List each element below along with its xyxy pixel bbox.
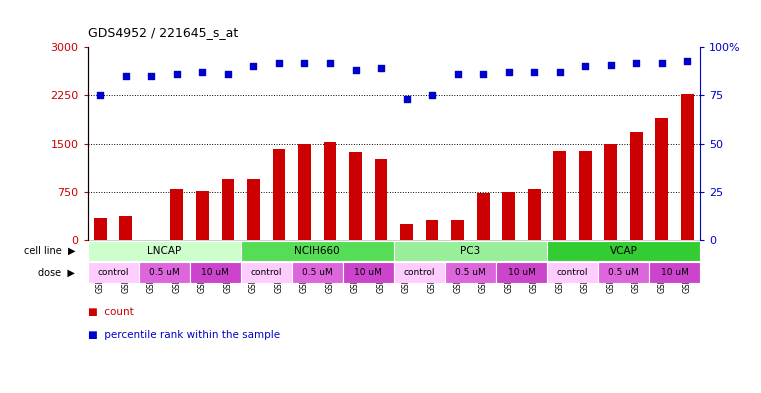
Bar [240, 241, 394, 261]
Bar [579, 151, 591, 241]
Bar [394, 241, 547, 261]
Point [681, 57, 693, 64]
Text: control: control [250, 268, 282, 277]
Bar [655, 118, 668, 241]
Bar [400, 224, 413, 241]
Bar [240, 262, 291, 283]
Text: ■  count: ■ count [88, 307, 133, 316]
Bar [88, 262, 139, 283]
Point [170, 71, 183, 77]
Bar [649, 262, 700, 283]
Bar [349, 152, 362, 241]
Bar [298, 144, 310, 241]
Bar [502, 192, 515, 241]
Text: 10 uM: 10 uM [355, 268, 382, 277]
Bar [547, 241, 700, 261]
Point [298, 59, 310, 66]
Point [221, 71, 234, 77]
Bar [553, 151, 566, 241]
Point [426, 92, 438, 99]
Bar [374, 159, 387, 241]
Text: NCIH660: NCIH660 [295, 246, 340, 256]
Bar [477, 193, 489, 241]
Point [605, 61, 617, 68]
Text: cell line  ▶: cell line ▶ [24, 246, 75, 256]
Bar [451, 220, 464, 241]
Text: 0.5 uM: 0.5 uM [148, 268, 180, 277]
Bar [88, 241, 240, 261]
Point [630, 59, 642, 66]
Text: control: control [557, 268, 588, 277]
Bar [630, 132, 643, 241]
Bar [496, 262, 547, 283]
Point [477, 71, 489, 77]
Point [196, 69, 209, 75]
Point [502, 69, 514, 75]
Point [145, 73, 158, 79]
Bar [291, 262, 342, 283]
Text: GDS4952 / 221645_s_at: GDS4952 / 221645_s_at [88, 26, 237, 39]
Text: 10 uM: 10 uM [201, 268, 229, 277]
Bar [170, 189, 183, 241]
Bar [394, 262, 445, 283]
Text: LNCAP: LNCAP [147, 246, 181, 256]
Bar [681, 94, 694, 241]
Point [554, 69, 566, 75]
Point [349, 67, 361, 73]
Text: VCAP: VCAP [610, 246, 638, 256]
Point [324, 59, 336, 66]
Point [451, 71, 463, 77]
Text: PC3: PC3 [460, 246, 480, 256]
Bar [272, 149, 285, 241]
Bar [604, 145, 617, 241]
Bar [445, 262, 496, 283]
Point [247, 63, 260, 70]
Bar [189, 262, 240, 283]
Text: 10 uM: 10 uM [661, 268, 689, 277]
Bar [547, 262, 598, 283]
Point [579, 63, 591, 70]
Bar [342, 262, 394, 283]
Text: control: control [97, 268, 129, 277]
Text: control: control [403, 268, 435, 277]
Point [656, 59, 668, 66]
Bar [139, 262, 189, 283]
Point [375, 65, 387, 72]
Point [528, 69, 540, 75]
Bar [119, 216, 132, 241]
Text: 0.5 uM: 0.5 uM [302, 268, 333, 277]
Bar [598, 262, 649, 283]
Text: 10 uM: 10 uM [508, 268, 536, 277]
Bar [425, 220, 438, 241]
Text: dose  ▶: dose ▶ [38, 267, 75, 277]
Text: 0.5 uM: 0.5 uM [455, 268, 486, 277]
Point [273, 59, 285, 66]
Bar [196, 191, 209, 241]
Bar [221, 178, 234, 241]
Bar [247, 178, 260, 241]
Text: ■  percentile rank within the sample: ■ percentile rank within the sample [88, 330, 279, 340]
Point [119, 73, 132, 79]
Point [94, 92, 107, 99]
Bar [323, 142, 336, 241]
Bar [528, 189, 540, 241]
Text: 0.5 uM: 0.5 uM [608, 268, 639, 277]
Bar [94, 218, 107, 241]
Point [400, 96, 412, 103]
